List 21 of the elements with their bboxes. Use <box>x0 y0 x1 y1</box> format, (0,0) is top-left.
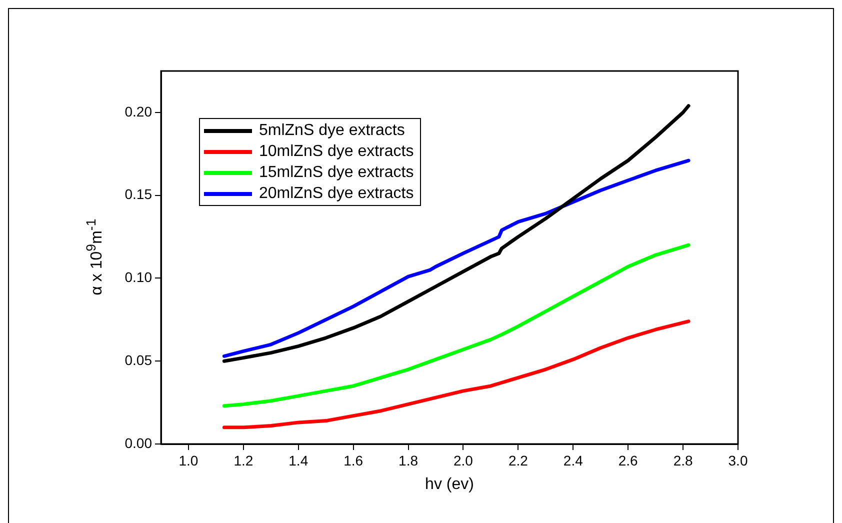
x-tick-label: 2.2 <box>508 452 528 468</box>
x-tick-label: 1.8 <box>398 452 418 468</box>
x-tick-label: 2.4 <box>563 452 584 468</box>
legend-label: 5mlZnS dye extracts <box>259 121 405 141</box>
y-tick-label: 0.10 <box>124 269 152 286</box>
x-tick-label: 1.6 <box>344 452 364 468</box>
x-tick-label: 2.0 <box>454 452 474 468</box>
x-tick-label: 3.0 <box>728 452 748 468</box>
x-tick-label: 1.0 <box>178 452 198 468</box>
y-tick-label: 0.20 <box>124 103 152 120</box>
y-tick-label: 0.15 <box>124 186 152 202</box>
x-tick-label: 2.6 <box>618 452 638 468</box>
y-tick-label: 0.05 <box>124 352 152 368</box>
legend-label: 20mlZnS dye extracts <box>259 184 414 204</box>
legend-label: 10mlZnS dye extracts <box>259 142 414 162</box>
y-tick-label: 0.00 <box>124 434 152 451</box>
x-tick-label: 1.2 <box>234 452 254 468</box>
x-axis-title: hv (ev) <box>425 476 474 493</box>
x-tick-label: 2.8 <box>673 452 693 468</box>
x-tick-label: 1.4 <box>288 452 308 468</box>
legend-label: 15mlZnS dye extracts <box>259 163 414 183</box>
